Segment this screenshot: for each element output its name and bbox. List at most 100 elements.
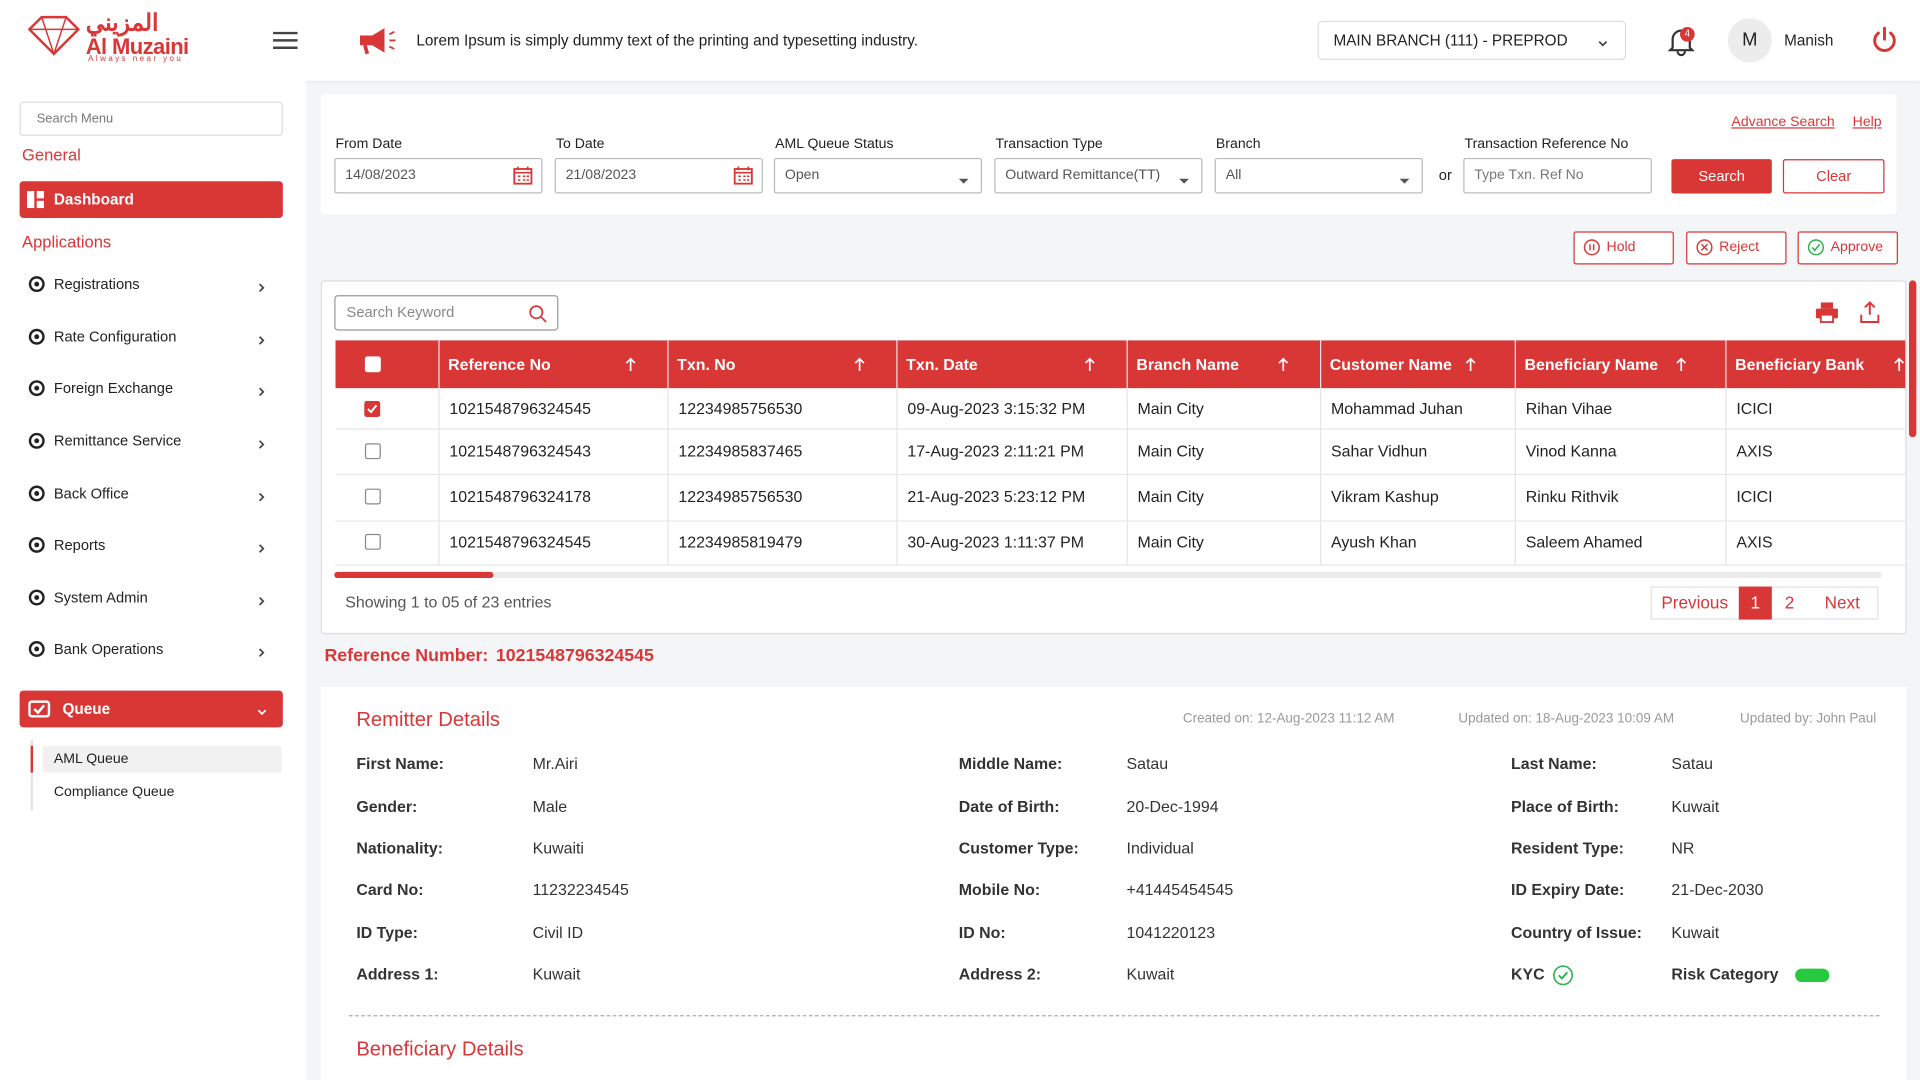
icon-part	[1819, 313, 1834, 323]
page-button[interactable]: 2	[1784, 592, 1795, 613]
page-button[interactable]: 1	[1750, 592, 1761, 613]
row-checkbox[interactable]	[364, 533, 381, 550]
action-icon	[1807, 239, 1824, 256]
table-cell: 30-Aug-2023 1:11:37 PM	[907, 532, 1085, 552]
hold-button[interactable]	[1573, 231, 1674, 265]
icon-part	[28, 485, 45, 502]
table-cell: 12234985756530	[678, 487, 803, 506]
user-avatar[interactable]	[1727, 18, 1772, 63]
icon-part	[1860, 301, 1880, 324]
field-label: ID No:	[958, 923, 1006, 942]
table-cell: Rihan Vihae	[1525, 398, 1613, 417]
queue-button[interactable]	[19, 690, 283, 728]
announcement-text: Lorem Ipsum is simply dummy text of the …	[416, 31, 918, 49]
branch-select[interactable]	[1317, 20, 1627, 60]
field-value: Male	[532, 797, 568, 816]
icon-part	[1894, 357, 1905, 372]
row-divider	[335, 428, 1906, 430]
sidebar	[0, 80, 307, 1080]
icon-part	[258, 387, 265, 397]
icon-part	[273, 31, 298, 49]
icon-part	[1084, 357, 1095, 372]
icon-part	[258, 648, 265, 657]
filter-label: AML Queue Status	[775, 137, 894, 152]
filter-value: Outward Remittance(TT)	[1005, 167, 1161, 183]
txn-ref-input[interactable]	[1463, 157, 1652, 194]
filter-value: All	[1225, 167, 1242, 183]
field-value: 21-Dec-2030	[1671, 880, 1764, 899]
icon-part	[958, 178, 969, 184]
icon-part	[257, 709, 267, 716]
risk-category-indicator	[1795, 968, 1830, 983]
export-button[interactable]	[1859, 300, 1881, 324]
column-header[interactable]: Txn. No	[677, 355, 736, 374]
filter-input[interactable]	[554, 157, 763, 194]
icon-part	[258, 648, 265, 657]
filter-input[interactable]	[994, 157, 1203, 194]
menu-label: System Admin	[53, 588, 148, 607]
search-button[interactable]	[1671, 159, 1772, 194]
column-header[interactable]: Beneficiary Name	[1524, 355, 1659, 374]
row-divider	[335, 520, 1906, 522]
logo-name: Al Muzaini	[85, 34, 189, 59]
header-checkbox[interactable]	[364, 356, 381, 373]
filter-input[interactable]	[773, 157, 983, 194]
filter-label: From Date	[335, 137, 403, 152]
chevron-right	[256, 487, 268, 502]
row-checkbox[interactable]	[364, 488, 381, 505]
column-header[interactable]: Beneficiary Bank	[1735, 355, 1865, 374]
keyword-search-input[interactable]	[334, 295, 559, 331]
icon-part	[258, 596, 265, 606]
icon-part	[1811, 243, 1821, 252]
dashboard-button[interactable]	[19, 181, 283, 218]
icon-part	[28, 380, 45, 397]
menu-icon	[28, 328, 45, 345]
icon-part	[513, 168, 533, 185]
icon-part	[258, 596, 265, 606]
icon-part	[513, 166, 533, 185]
clear-button[interactable]	[1782, 159, 1885, 194]
filter-label: Branch	[1215, 137, 1261, 152]
search-menu-input[interactable]	[19, 101, 283, 136]
table-cell: Vikram Kashup	[1331, 487, 1439, 506]
icon-part	[1696, 239, 1713, 256]
chevron-right	[256, 643, 268, 657]
filter-label: To Date	[555, 137, 605, 152]
field-value: Mr.Airi	[532, 754, 578, 773]
icon-part	[367, 404, 378, 413]
icon-part	[26, 191, 35, 209]
menu-label: Back Office	[53, 484, 129, 503]
table-cell: Saleem Ahamed	[1525, 532, 1643, 552]
chevron-right	[256, 331, 268, 345]
print-button[interactable]	[1815, 301, 1839, 323]
approve-button[interactable]	[1797, 231, 1898, 265]
next-button[interactable]: Next	[1824, 592, 1860, 613]
chevron	[256, 703, 268, 716]
logout-button[interactable]	[1871, 26, 1898, 55]
table-cell: 12234985819479	[678, 532, 803, 552]
previous-button[interactable]: Previous	[1661, 592, 1729, 613]
help-link[interactable]: Help	[1852, 115, 1882, 130]
row-checkbox[interactable]	[364, 442, 381, 459]
logo-tagline: Always near you	[88, 55, 184, 64]
aml-queue-item[interactable]	[42, 745, 282, 773]
icon-part	[1807, 239, 1824, 256]
icon-part	[28, 276, 45, 293]
kyc-check-icon	[1553, 965, 1574, 986]
table-cell: 09-Aug-2023 3:15:32 PM	[907, 398, 1086, 417]
column-header[interactable]: Branch Name	[1136, 355, 1239, 374]
column-header[interactable]: Reference No	[448, 355, 551, 374]
table-cell: 21-Aug-2023 5:23:12 PM	[907, 487, 1086, 506]
hamburger-menu[interactable]	[272, 31, 299, 51]
column-divider	[1320, 340, 1322, 565]
filter-input[interactable]	[334, 157, 543, 194]
advance-search-link[interactable]: Advance Search	[1731, 115, 1835, 130]
column-header[interactable]: Txn. Date	[906, 355, 978, 374]
submenu-track	[30, 739, 34, 811]
chevron-right	[256, 382, 268, 397]
filter-input[interactable]	[1214, 157, 1423, 194]
column-header[interactable]: Customer Name	[1329, 355, 1452, 374]
row-checkbox-checked[interactable]	[364, 400, 381, 417]
